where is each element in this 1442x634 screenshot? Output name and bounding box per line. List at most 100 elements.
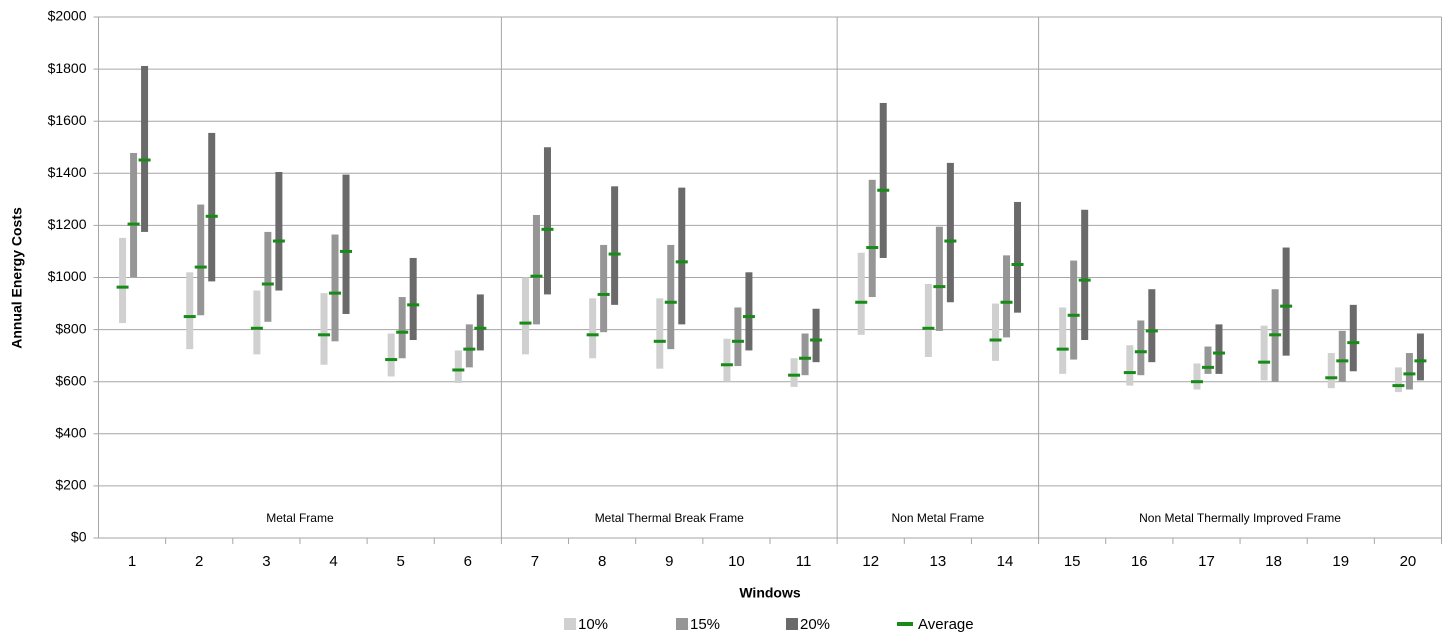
range-bar (734, 307, 742, 367)
legend-swatch (897, 622, 913, 626)
range-bar (342, 174, 350, 314)
range-bar (600, 244, 608, 333)
average-mark (866, 246, 879, 250)
average-mark (205, 214, 218, 218)
average-mark (608, 252, 621, 256)
y-tick-label: $1600 (48, 112, 87, 128)
range-bar (130, 152, 138, 277)
range-bar (723, 338, 731, 382)
average-mark (586, 333, 599, 337)
average-mark (1258, 360, 1271, 364)
average-mark (1190, 380, 1203, 384)
average-mark (116, 285, 129, 289)
average-mark (944, 239, 957, 243)
range-bar (790, 358, 798, 387)
range-bar (1014, 201, 1022, 313)
x-tick-label: 17 (1198, 553, 1215, 570)
range-bar (1338, 330, 1346, 382)
y-tick-label: $800 (55, 320, 86, 336)
x-tick-label: 14 (997, 553, 1014, 570)
average-mark (933, 285, 946, 289)
average-mark (1347, 341, 1360, 345)
range-bar (1394, 367, 1402, 393)
average-mark (329, 291, 342, 295)
average-mark (261, 282, 274, 286)
legend-swatch (564, 618, 576, 630)
average-mark (799, 356, 812, 360)
range-bar (1081, 209, 1089, 341)
range-bar (1349, 304, 1357, 372)
average-mark (1123, 371, 1136, 375)
range-bar (1215, 324, 1223, 374)
average-mark (1011, 262, 1024, 266)
range-bar (208, 132, 216, 282)
x-tick-label: 8 (598, 553, 606, 570)
average-mark (653, 339, 666, 343)
y-tick-label: $2000 (48, 8, 87, 24)
range-bar (924, 284, 932, 357)
average-mark (731, 339, 744, 343)
range-bar (1416, 333, 1424, 381)
legend-label: 10% (578, 616, 608, 633)
average-mark (183, 315, 196, 319)
range-bar (141, 65, 149, 232)
range-bar (543, 147, 551, 295)
x-tick-label: 10 (728, 553, 745, 570)
x-tick-label: 13 (930, 553, 947, 570)
average-mark (675, 260, 688, 264)
range-bar (409, 257, 417, 341)
group-label: Non Metal Thermally Improved Frame (1139, 511, 1341, 525)
average-mark (452, 368, 465, 372)
x-tick-label: 5 (397, 553, 405, 570)
legend-label: Average (918, 616, 974, 633)
average-mark (1392, 384, 1405, 388)
group-label: Metal Thermal Break Frame (595, 511, 744, 525)
average-mark (1056, 347, 1069, 351)
x-tick-label: 12 (862, 553, 879, 570)
average-mark (1403, 372, 1416, 376)
average-mark (127, 222, 140, 226)
range-bar (532, 214, 540, 325)
average-mark (922, 326, 935, 330)
x-axis-title: Windows (739, 585, 801, 601)
x-tick-label: 1 (128, 553, 136, 570)
y-tick-label: $0 (71, 529, 87, 545)
y-tick-label: $1200 (48, 216, 87, 232)
group-label: Metal Frame (266, 511, 334, 525)
x-tick-label: 20 (1400, 553, 1417, 570)
average-mark (194, 265, 207, 269)
x-tick-label: 2 (195, 553, 203, 570)
range-bar (879, 102, 887, 258)
average-mark (1067, 313, 1080, 317)
y-tick-label: $400 (55, 425, 86, 441)
range-bar (656, 298, 664, 369)
range-bar (1003, 255, 1011, 338)
x-tick-label: 16 (1131, 553, 1148, 570)
range-bar (1137, 320, 1145, 376)
range-bar (1059, 307, 1067, 374)
x-tick-label: 11 (796, 553, 812, 570)
range-bar (476, 294, 484, 351)
range-bar (454, 350, 462, 384)
x-tick-label: 9 (665, 553, 673, 570)
range-bar (264, 231, 272, 322)
average-mark (463, 347, 476, 351)
range-bar (745, 272, 753, 351)
average-mark (1269, 333, 1282, 337)
group-label: Non Metal Frame (892, 511, 985, 525)
range-bar (1193, 363, 1201, 390)
average-mark (396, 330, 409, 334)
y-tick-label: $1800 (48, 60, 87, 76)
y-tick-label: $200 (55, 477, 86, 493)
legend-swatch (786, 618, 798, 630)
y-tick-label: $1000 (48, 268, 87, 284)
average-mark (1325, 376, 1338, 380)
x-tick-label: 15 (1064, 553, 1081, 570)
average-mark (541, 227, 554, 231)
average-mark (272, 239, 285, 243)
y-tick-label: $600 (55, 372, 86, 388)
range-bar (119, 237, 127, 324)
range-bar (946, 162, 954, 303)
range-bar (320, 293, 328, 365)
